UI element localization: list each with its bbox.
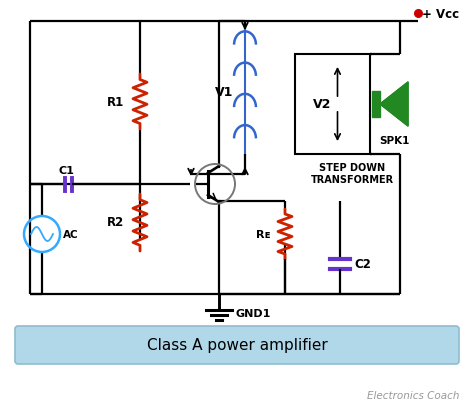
Text: Class A power amplifier: Class A power amplifier xyxy=(146,338,328,352)
Text: Electronics Coach: Electronics Coach xyxy=(367,390,460,400)
Bar xyxy=(295,55,370,155)
Text: SPK1: SPK1 xyxy=(379,136,409,146)
Text: STEP DOWN: STEP DOWN xyxy=(319,162,385,172)
Text: V1: V1 xyxy=(215,86,233,99)
Text: AC: AC xyxy=(63,229,79,239)
Polygon shape xyxy=(380,83,408,127)
FancyBboxPatch shape xyxy=(15,326,459,364)
Text: R1: R1 xyxy=(107,95,124,108)
Text: C2: C2 xyxy=(354,258,371,271)
Bar xyxy=(372,92,380,118)
Text: C1: C1 xyxy=(58,166,74,176)
Text: Rᴇ: Rᴇ xyxy=(256,229,271,239)
Text: + Vcc: + Vcc xyxy=(422,8,459,20)
Text: TRANSFORMER: TRANSFORMER xyxy=(311,174,394,184)
Text: R2: R2 xyxy=(107,216,124,229)
Text: V2: V2 xyxy=(313,98,332,111)
Text: GND1: GND1 xyxy=(235,308,270,318)
